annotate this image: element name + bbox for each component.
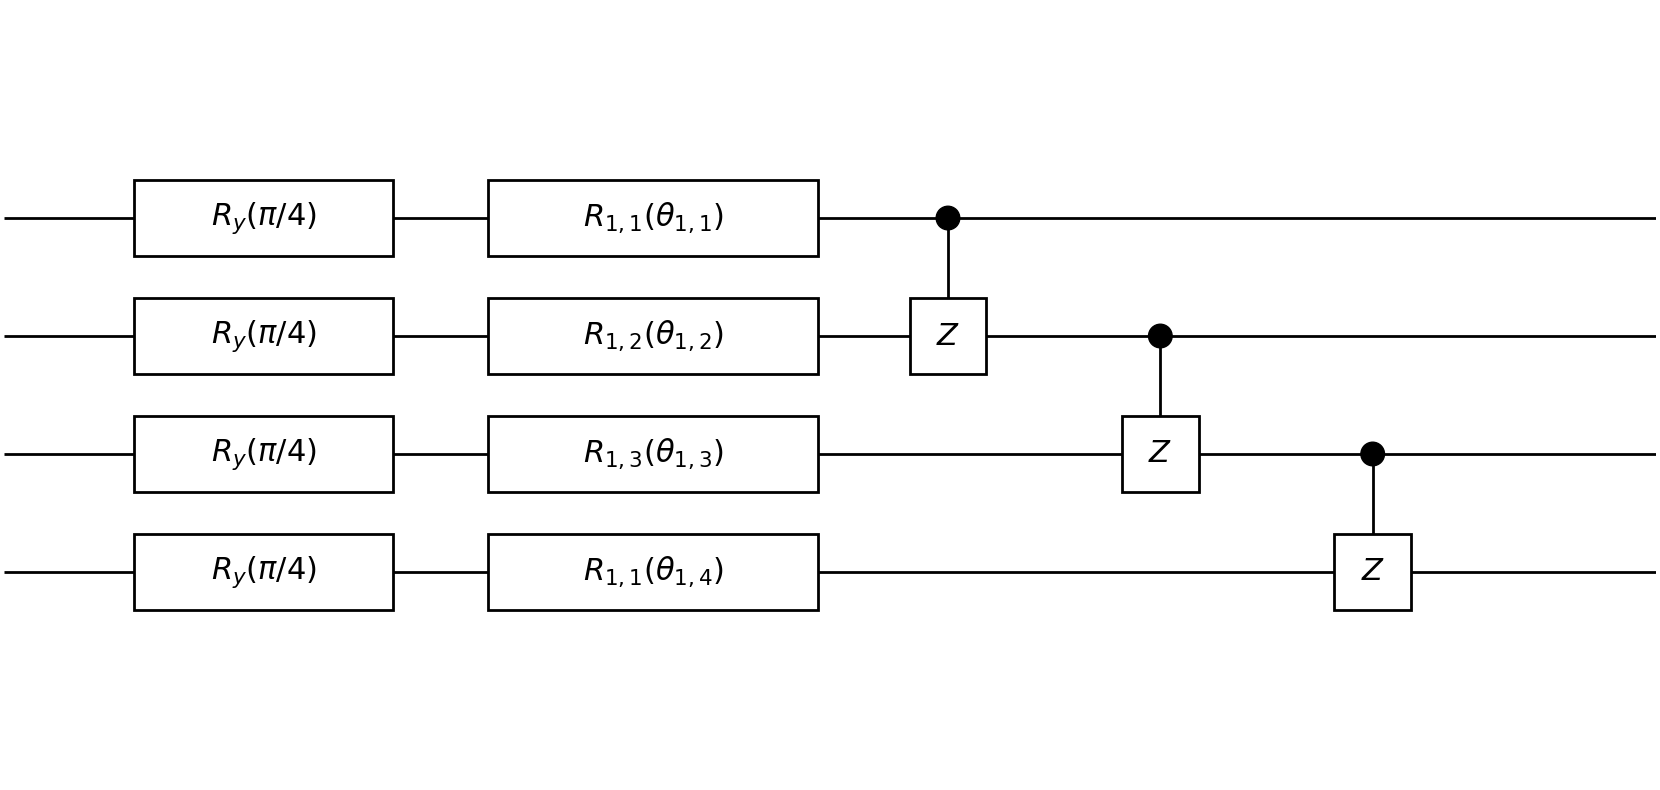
- Text: $R_{1,3}(\theta_{1,3})$: $R_{1,3}(\theta_{1,3})$: [583, 437, 724, 471]
- FancyBboxPatch shape: [1122, 416, 1199, 492]
- Text: $R_y(\pi/4)$: $R_y(\pi/4)$: [211, 200, 317, 236]
- FancyBboxPatch shape: [1335, 533, 1411, 611]
- Text: $R_{1,1}(\theta_{1,4})$: $R_{1,1}(\theta_{1,4})$: [583, 555, 724, 589]
- Text: $R_y(\pi/4)$: $R_y(\pi/4)$: [211, 318, 317, 354]
- FancyBboxPatch shape: [134, 416, 393, 492]
- FancyBboxPatch shape: [488, 416, 818, 492]
- FancyBboxPatch shape: [488, 298, 818, 374]
- FancyBboxPatch shape: [134, 179, 393, 257]
- FancyBboxPatch shape: [488, 533, 818, 611]
- Circle shape: [1149, 324, 1172, 348]
- FancyBboxPatch shape: [134, 533, 393, 611]
- FancyBboxPatch shape: [910, 298, 986, 374]
- FancyBboxPatch shape: [488, 179, 818, 257]
- Text: $Z$: $Z$: [1361, 558, 1384, 586]
- Text: $R_{1,2}(\theta_{1,2})$: $R_{1,2}(\theta_{1,2})$: [583, 319, 724, 353]
- Circle shape: [1361, 442, 1384, 466]
- Text: $R_y(\pi/4)$: $R_y(\pi/4)$: [211, 436, 317, 472]
- Text: $Z$: $Z$: [936, 322, 959, 351]
- Text: $R_y(\pi/4)$: $R_y(\pi/4)$: [211, 554, 317, 590]
- Text: $Z$: $Z$: [1149, 439, 1172, 468]
- FancyBboxPatch shape: [134, 298, 393, 374]
- Text: $R_{1,1}(\theta_{1,1})$: $R_{1,1}(\theta_{1,1})$: [583, 201, 724, 235]
- Circle shape: [936, 206, 959, 230]
